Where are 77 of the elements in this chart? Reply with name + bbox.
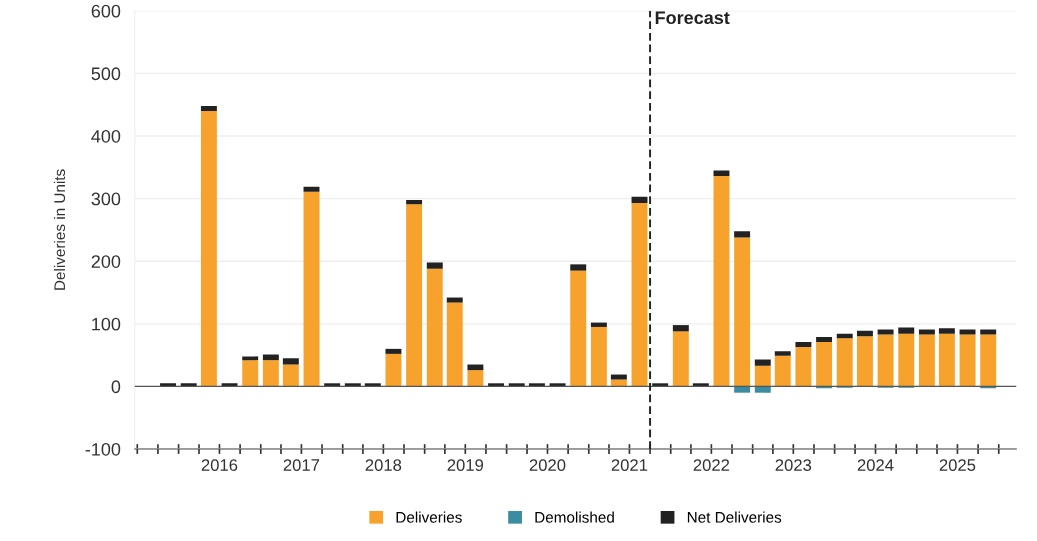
bar (446, 297, 463, 303)
bar (918, 329, 935, 335)
x-tick-label: 2020 (529, 459, 566, 471)
bar (959, 329, 976, 335)
bar (406, 204, 423, 387)
bar (836, 333, 853, 339)
bar (774, 355, 791, 387)
bar (282, 364, 299, 387)
ref-line-label: Forecast (655, 11, 730, 25)
bar (303, 186, 320, 192)
legend-label: Demolished (535, 511, 614, 523)
bar (446, 302, 463, 387)
bar (590, 322, 607, 327)
bar (631, 196, 648, 204)
bar (242, 356, 259, 361)
bar (200, 105, 217, 111)
bar (303, 191, 320, 387)
bar (282, 358, 299, 365)
y-axis-title: Deliveries in Units (53, 169, 66, 290)
bar (795, 341, 812, 347)
bar (570, 270, 587, 387)
bar (385, 348, 402, 354)
bar (467, 370, 484, 387)
bar (898, 327, 915, 334)
bar (385, 353, 402, 387)
bar (918, 334, 935, 387)
bar (754, 365, 771, 387)
bar (774, 351, 791, 356)
bar (631, 203, 648, 387)
legend-label: Deliveries (396, 511, 462, 523)
bar (836, 338, 853, 387)
bar (816, 336, 833, 342)
bar (262, 360, 279, 387)
x-tick-label: 2022 (693, 459, 730, 471)
x-tick-label: 2021 (611, 459, 648, 471)
bar (877, 329, 894, 335)
bar (242, 360, 259, 387)
bar (877, 334, 894, 387)
y-tick-label: 600 (91, 4, 121, 18)
bar (754, 359, 771, 366)
x-tick-label: 2016 (201, 459, 238, 471)
bar (959, 334, 976, 387)
bar (980, 334, 997, 387)
bar (713, 176, 730, 387)
bar (672, 331, 689, 387)
bar (898, 333, 915, 387)
x-tick-label: 2017 (283, 459, 320, 471)
bar (795, 346, 812, 387)
bar (938, 328, 955, 334)
y-tick-label: 300 (91, 192, 121, 206)
bar (734, 237, 751, 387)
bar (980, 329, 997, 335)
bar (816, 341, 833, 387)
y-tick-label: 0 (111, 380, 121, 394)
y-tick-label: -100 (85, 442, 121, 456)
bar (856, 336, 873, 387)
x-tick-label: 2025 (939, 459, 976, 471)
bar (713, 170, 730, 177)
y-tick-label: 100 (92, 317, 121, 331)
bar (426, 268, 443, 387)
bar (672, 325, 689, 332)
bar (426, 262, 443, 269)
legend-label: Net Deliveries (687, 511, 782, 523)
x-tick-label: 2023 (775, 459, 812, 471)
bar (938, 333, 955, 387)
bar (570, 264, 587, 271)
y-tick-label: 400 (91, 129, 121, 143)
x-tick-label: 2024 (857, 459, 894, 471)
bar (406, 199, 423, 205)
bar (734, 231, 751, 238)
x-tick-label: 2019 (447, 459, 484, 471)
y-tick-label: 200 (91, 255, 121, 268)
y-tick-label: 500 (91, 67, 121, 81)
bar (200, 110, 217, 387)
bar (610, 374, 627, 380)
bar (590, 326, 607, 387)
x-tick-label: 2018 (365, 459, 402, 471)
